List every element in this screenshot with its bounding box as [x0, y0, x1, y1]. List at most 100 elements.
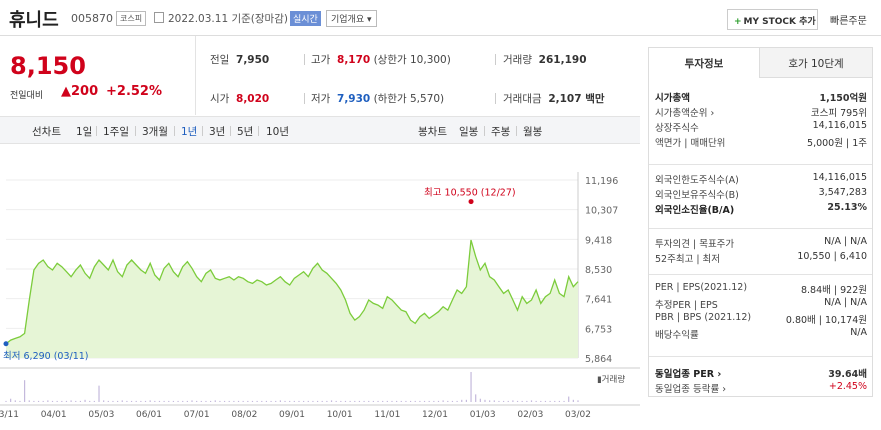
x-tick-label: 11/01 [374, 410, 400, 420]
tab-invest-info[interactable]: 투자정보 [649, 48, 760, 78]
price-chart[interactable]: 11,196 10,307 9,418 8,530 7,641 6,753 5,864 최고 … [0, 160, 640, 430]
info-label: 52주최고 | 최저 [655, 254, 721, 265]
info-label: 동일업종 등락률 › [655, 384, 727, 395]
market-badge: 코스피 [116, 11, 147, 26]
volume-bar [516, 400, 519, 402]
volume-bar [79, 400, 82, 402]
volume-bar [540, 400, 542, 402]
volume-bar [247, 400, 249, 402]
volume-bar [219, 400, 221, 402]
info-row: 시가총액 1,150억원 [655, 90, 867, 104]
volume-bar [530, 400, 533, 402]
volume-bar [279, 400, 281, 402]
info-row: 시가총액순위 › 코스피 795위 [655, 105, 867, 119]
volume-bar [261, 400, 263, 402]
info-label: 시가총액순위 › [655, 108, 715, 119]
change-value: ▲200 [61, 84, 99, 99]
tab-3year[interactable]: 3년 [209, 126, 226, 138]
tab-daily[interactable]: 일봉 [459, 126, 479, 138]
open-price: 시가 8,020 [210, 93, 270, 105]
tab-1day[interactable]: 1일 [76, 126, 93, 138]
x-tick-label: 08/02 [231, 410, 257, 420]
volume: 거래량 261,190 [503, 54, 587, 66]
volume-bar [447, 400, 449, 402]
volume-bar [507, 400, 509, 402]
volume-bar [210, 400, 212, 402]
volume-bar [112, 400, 114, 402]
volume-bar [37, 400, 40, 402]
volume-bar [307, 400, 309, 402]
high-label: 최고 10,550 (12/27) [424, 188, 516, 199]
info-label: 상장주식수 [655, 123, 699, 134]
tab-monthly[interactable]: 월봉 [523, 126, 543, 138]
volume-bar [489, 400, 491, 402]
y-tick-label: 10,307 [585, 206, 618, 217]
quick-order-button[interactable]: 빠른주문 [830, 16, 867, 27]
info-row: 52주최고 | 최저 10,550 | 6,410 [655, 251, 867, 265]
volume-bar [386, 400, 388, 402]
x-tick-label: 03/11 [0, 410, 19, 420]
volume-bar [321, 400, 323, 402]
info-value: N/A | N/A [824, 236, 867, 247]
info-label: 시가총액 [655, 93, 690, 104]
info-value: 14,116,015 [812, 120, 867, 131]
low-price: 저가 7,930 (하한가 5,570) [311, 93, 445, 105]
change-label: 전일대비 [10, 91, 44, 101]
tab-1year[interactable]: 1년 [181, 126, 198, 138]
x-tick-label: 10/01 [327, 410, 353, 420]
my-stock-add-button[interactable]: + MY STOCK 추가 [727, 9, 818, 30]
volume-bar [456, 400, 458, 402]
tab-10year[interactable]: 10년 [266, 126, 290, 138]
volume-bar [205, 400, 207, 402]
info-label: 추정PER | EPS [655, 300, 718, 311]
volume-bar [51, 400, 54, 402]
volume-bar [363, 400, 365, 402]
volume-bar [228, 400, 230, 402]
x-tick-label: 02/03 [517, 410, 543, 420]
volume-bar [256, 400, 258, 402]
info-value: N/A [850, 327, 867, 338]
high-marker [468, 199, 474, 205]
tab-weekly[interactable]: 주봉 [491, 126, 511, 138]
volume-bar [433, 400, 435, 402]
volume-bar [577, 400, 579, 402]
volume-label: ▮거래량 [597, 374, 625, 385]
volume-bar [70, 400, 72, 402]
y-tick-label: 5,864 [585, 354, 612, 365]
stock-name: 휴니드 [9, 10, 59, 31]
candle-chart-label: 봉차트 [418, 126, 447, 138]
volume-bar [177, 400, 179, 402]
info-label: PBR | BPS (2021.12) [655, 312, 752, 323]
volume-bar [512, 400, 514, 402]
y-tick-label: 11,196 [585, 176, 618, 187]
volume-bar [89, 400, 91, 402]
info-label: 배당수익률 [655, 330, 699, 341]
stock-header: 휴니드 005870 코스피 2022.03.11 기준(장마감) 실시간 기업… [0, 0, 881, 36]
info-label: PER | EPS(2021.12) [655, 282, 748, 293]
chevron-down-icon: ▾ [367, 15, 372, 25]
change-percent: +2.52% [106, 84, 162, 99]
volume-bar [303, 400, 305, 402]
volume-bar [163, 400, 165, 402]
volume-bar [451, 400, 454, 402]
tab-hoga-10[interactable]: 호가 10단계 [760, 48, 872, 78]
volume-bar [24, 380, 26, 402]
volume-bar [330, 400, 333, 402]
my-stock-label: MY STOCK 추가 [743, 17, 816, 27]
x-tick-label: 12/01 [422, 410, 448, 420]
info-label: 투자의견 | 목표주가 [655, 239, 735, 250]
volume-bar [572, 399, 574, 402]
volume-bar [558, 400, 560, 402]
volume-bar [103, 400, 105, 402]
y-tick-label: 8,530 [585, 265, 612, 276]
volume-bar [28, 400, 30, 402]
volume-bar [47, 400, 49, 402]
tab-1week[interactable]: 1주일 [103, 126, 130, 138]
volume-bar [275, 400, 277, 402]
corp-info-dropdown[interactable]: 기업개요 ▾ [326, 10, 377, 27]
realtime-button[interactable]: 실시간 [290, 11, 321, 26]
tab-5year[interactable]: 5년 [237, 126, 254, 138]
up-triangle-icon: ▲ [61, 84, 71, 99]
volume-bar [168, 400, 170, 402]
tab-3month[interactable]: 3개월 [142, 126, 169, 138]
